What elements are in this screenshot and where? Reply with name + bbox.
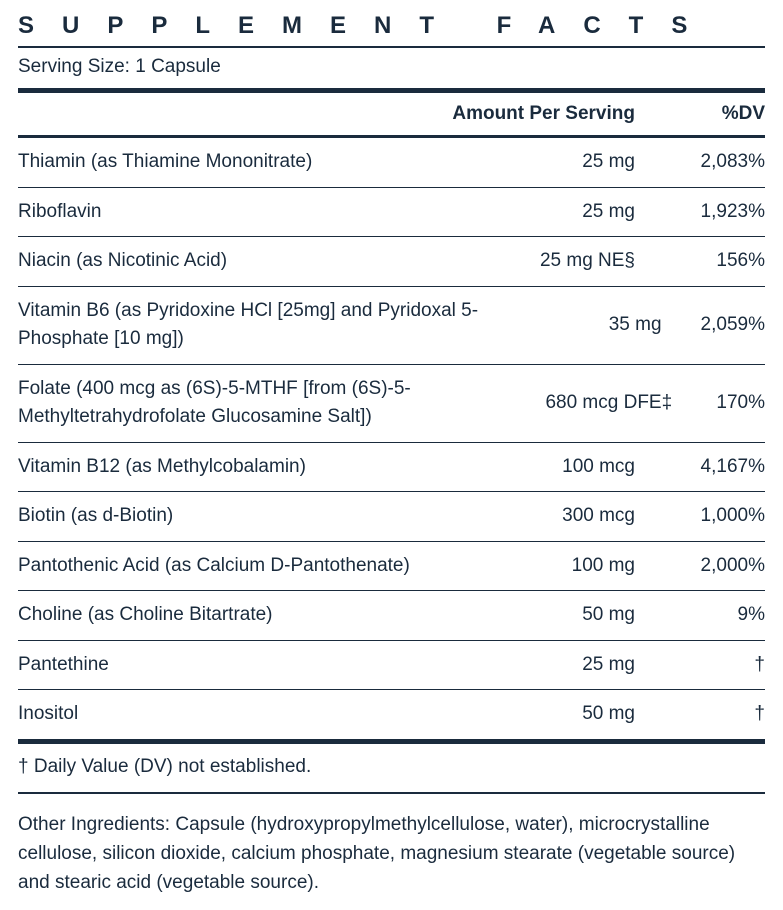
- nutrient-name: Pantothenic Acid (as Calcium D-Pantothen…: [18, 552, 445, 581]
- nutrient-amount: 680 mcg DFE‡: [541, 389, 682, 418]
- header-name-spacer: [18, 103, 445, 125]
- nutrient-dv: †: [645, 700, 765, 729]
- nutrient-amount: 100 mg: [445, 552, 645, 581]
- nutrient-dv: 4,167%: [645, 453, 765, 482]
- nutrient-name: Biotin (as d-Biotin): [18, 502, 445, 531]
- panel-title: SUPPLEMENT FACTS: [18, 12, 765, 48]
- nutrient-name: Folate (400 mcg as (6S)-5-MTHF [from (6S…: [18, 375, 541, 432]
- nutrient-amount: 50 mg: [445, 700, 645, 729]
- table-row: Pantethine25 mg†: [18, 641, 765, 691]
- table-row: Biotin (as d-Biotin)300 mcg1,000%: [18, 492, 765, 542]
- table-row: Niacin (as Nicotinic Acid)25 mg NE§156%: [18, 237, 765, 287]
- nutrient-dv: 2,083%: [645, 148, 765, 177]
- table-row: Folate (400 mcg as (6S)-5-MTHF [from (6S…: [18, 365, 765, 443]
- nutrient-amount: 25 mg: [445, 651, 645, 680]
- table-row: Vitamin B6 (as Pyridoxine HCl [25mg] and…: [18, 287, 765, 365]
- nutrient-amount: 25 mg: [445, 198, 645, 227]
- nutrient-dv: 2,059%: [672, 311, 765, 340]
- nutrient-name: Vitamin B12 (as Methylcobalamin): [18, 453, 445, 482]
- dv-footnote: † Daily Value (DV) not established.: [18, 744, 765, 794]
- nutrient-name: Inositol: [18, 700, 445, 729]
- nutrient-dv: 2,000%: [645, 552, 765, 581]
- nutrient-name: Vitamin B6 (as Pyridoxine HCl [25mg] and…: [18, 297, 514, 354]
- nutrient-name: Niacin (as Nicotinic Acid): [18, 247, 445, 276]
- nutrient-amount: 25 mg: [445, 148, 645, 177]
- nutrient-name: Thiamin (as Thiamine Mononitrate): [18, 148, 445, 177]
- nutrient-name: Riboflavin: [18, 198, 445, 227]
- header-dv: %DV: [645, 103, 765, 125]
- table-row: Inositol50 mg†: [18, 690, 765, 744]
- nutrient-name: Pantethine: [18, 651, 445, 680]
- nutrient-amount: 300 mcg: [445, 502, 645, 531]
- nutrient-dv: 170%: [682, 389, 765, 418]
- table-row: Vitamin B12 (as Methylcobalamin)100 mcg4…: [18, 443, 765, 493]
- nutrient-dv: 156%: [645, 247, 765, 276]
- table-row: Thiamin (as Thiamine Mononitrate)25 mg2,…: [18, 138, 765, 188]
- table-header: Amount Per Serving %DV: [18, 93, 765, 138]
- table-body: Thiamin (as Thiamine Mononitrate)25 mg2,…: [18, 138, 765, 744]
- other-ingredients: Other Ingredients: Capsule (hydroxypropy…: [18, 794, 765, 898]
- nutrient-name: Choline (as Choline Bitartrate): [18, 601, 445, 630]
- serving-size: Serving Size: 1 Capsule: [18, 48, 765, 93]
- table-row: Pantothenic Acid (as Calcium D-Pantothen…: [18, 542, 765, 592]
- nutrient-amount: 100 mcg: [445, 453, 645, 482]
- nutrient-dv: 1,923%: [645, 198, 765, 227]
- nutrient-amount: 25 mg NE§: [445, 247, 645, 276]
- nutrient-dv: 1,000%: [645, 502, 765, 531]
- nutrient-dv: 9%: [645, 601, 765, 630]
- table-row: Choline (as Choline Bitartrate)50 mg9%: [18, 591, 765, 641]
- nutrient-amount: 50 mg: [445, 601, 645, 630]
- table-row: Riboflavin25 mg1,923%: [18, 188, 765, 238]
- nutrient-amount: 35 mg: [514, 311, 672, 340]
- nutrient-dv: †: [645, 651, 765, 680]
- header-amount: Amount Per Serving: [445, 103, 645, 125]
